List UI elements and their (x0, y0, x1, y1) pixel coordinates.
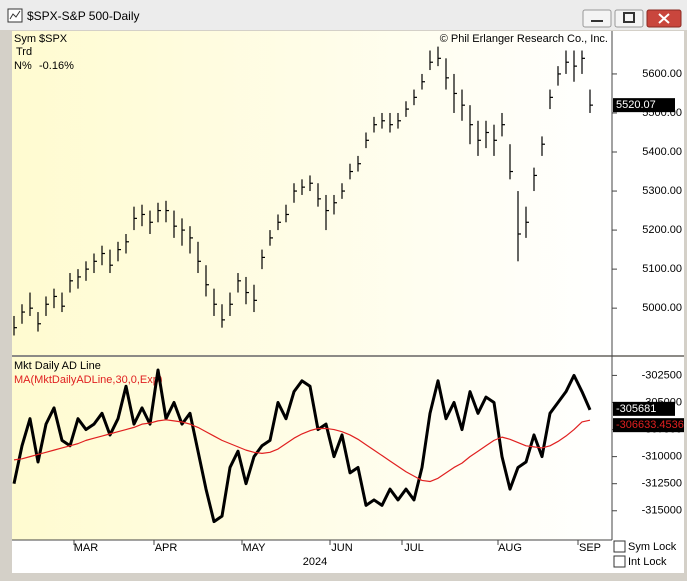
current-value-box (613, 401, 675, 416)
plot-layer: 5000.005100.005200.005300.005400.005500.… (12, 46, 684, 568)
y-tick-label: -315000 (642, 505, 682, 517)
x-tick-label: JUN (331, 542, 352, 554)
y-tick-label: 5400.00 (642, 146, 682, 158)
checkbox[interactable] (613, 555, 626, 568)
y-tick-label: 5600.00 (642, 68, 682, 80)
x-tick-label: APR (155, 542, 178, 554)
n-label: N% (14, 60, 32, 72)
date-axis-area (12, 540, 684, 573)
title-bar (0, 0, 687, 30)
y-tick-label: -312500 (642, 478, 682, 490)
price-axis-area (612, 31, 684, 355)
sym-label: Sym (14, 33, 36, 45)
ad-axis-area (612, 357, 684, 540)
maximize-button[interactable] (614, 9, 644, 28)
legend-entry: Mkt Daily AD Line (14, 360, 101, 372)
y-tick-label: 5300.00 (642, 185, 682, 197)
close-glyph (658, 13, 670, 24)
checkbox-label[interactable]: Sym Lock (628, 541, 677, 553)
y-tick-label: -302500 (642, 369, 682, 381)
current-value-label: 5520.07 (616, 99, 656, 111)
minimize-button[interactable] (582, 9, 612, 28)
y-tick-label: 5100.00 (642, 263, 682, 275)
trd-label: Trd (16, 46, 32, 58)
x-tick-label: SEP (579, 542, 601, 554)
x-tick-label: AUG (498, 542, 522, 554)
copyright: © Phil Erlanger Research Co., Inc. (440, 33, 608, 45)
y-tick-label: 5200.00 (642, 224, 682, 236)
series-line (12, 368, 592, 524)
window-title: $SPX-S&P 500-Daily (27, 9, 140, 23)
x-axis-label: 2024 (303, 556, 327, 568)
series-line (13, 419, 591, 483)
current-value-label: -305681 (616, 403, 656, 415)
current-value-box (613, 98, 675, 113)
current-value-label: -306633.4536 (616, 419, 684, 431)
ad-panel (12, 357, 612, 540)
x-tick-label: MAY (242, 542, 266, 554)
sym-value: $SPX (39, 33, 68, 45)
legend-entry: MA(MktDailyADLine,30,0,Exp) (14, 374, 163, 386)
checkbox-label[interactable]: Int Lock (628, 556, 667, 568)
checkbox[interactable] (613, 540, 626, 553)
y-tick-label: 5000.00 (642, 302, 682, 314)
n-value: -0.16% (39, 60, 74, 72)
app-icon-glyph (9, 10, 21, 20)
price-panel (12, 31, 612, 355)
x-tick-label: JUL (404, 542, 424, 554)
maximize-glyph (623, 12, 635, 23)
x-tick-label: MAR (74, 542, 99, 554)
y-tick-label: -310000 (642, 451, 682, 463)
current-value-box (613, 418, 684, 433)
